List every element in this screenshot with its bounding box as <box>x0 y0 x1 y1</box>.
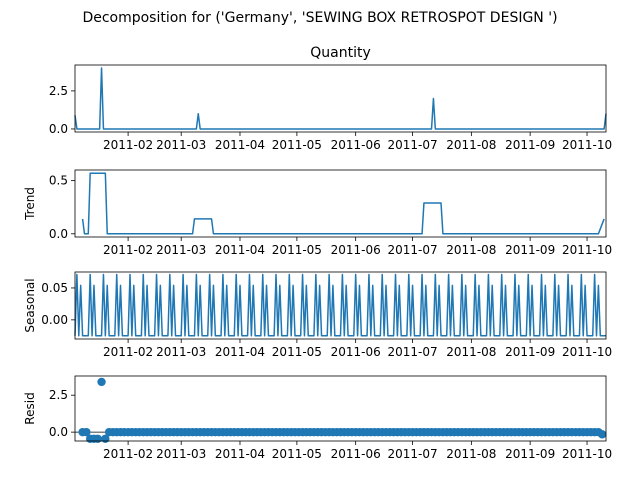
trend-xtick-label: 2011-08 <box>446 243 496 257</box>
quantity-axes-frame <box>74 64 607 133</box>
resid-point <box>82 427 91 437</box>
trend-xtick-label: 2011-09 <box>505 243 555 257</box>
quantity-xtick-label: 2011-08 <box>446 138 496 152</box>
seasonal-ytick-label: 0.00 <box>41 313 68 327</box>
trend-ylabel: Trend <box>23 187 37 221</box>
quantity-ytick-label: 0.0 <box>49 122 68 136</box>
figure-suptitle: Decomposition for ('Germany', 'SEWING BO… <box>82 10 557 26</box>
quantity-ytick-label: 2.5 <box>49 84 68 98</box>
seasonal-xtick-label: 2011-10 <box>562 345 612 359</box>
resid-point <box>93 434 102 443</box>
trend-axes-frame <box>74 169 607 238</box>
resid-point <box>598 430 607 439</box>
resid-point <box>97 377 106 387</box>
resid-xtick-label: 2011-08 <box>446 447 496 461</box>
trend-series-line <box>81 172 605 235</box>
trend-xtick-label: 2011-06 <box>331 243 381 257</box>
seasonal-xtick-label: 2011-07 <box>387 345 437 359</box>
quantity-xtick-label: 2011-04 <box>215 138 265 152</box>
trend-ytick-label: 0.0 <box>49 227 68 241</box>
quantity-xtick-label: 2011-05 <box>272 138 322 152</box>
resid-ytick-label: 2.5 <box>49 388 68 402</box>
resid-xtick-label: 2011-02 <box>103 447 153 461</box>
resid-panel: 2011-02 2011-03 2011-04 2011-05 2011-06 2011-… <box>23 375 612 461</box>
trend-xtick-label: 2011-02 <box>103 243 153 257</box>
seasonal-xtick-label: 2011-05 <box>272 345 322 359</box>
trend-xtick-label: 2011-05 <box>272 243 322 257</box>
trend-panel: 2011-02 2011-03 2011-04 2011-05 2011-06 2011-… <box>23 169 612 257</box>
trend-xtick-label: 2011-03 <box>156 243 206 257</box>
seasonal-xtick-label: 2011-04 <box>215 345 265 359</box>
seasonal-panel: 2011-02 2011-03 2011-04 2011-05 2011-06 2011-… <box>23 271 612 359</box>
quantity-xtick-label: 2011-07 <box>387 138 437 152</box>
resid-axes-frame <box>74 375 607 442</box>
resid-xtick-label: 2011-03 <box>156 447 206 461</box>
seasonal-xtick-label: 2011-03 <box>156 345 206 359</box>
resid-xtick-label: 2011-06 <box>331 447 381 461</box>
quantity-title: Quantity <box>310 45 371 61</box>
resid-xtick-label: 2011-10 <box>562 447 612 461</box>
seasonal-series-line <box>74 273 606 337</box>
resid-xtick-label: 2011-05 <box>272 447 322 461</box>
seasonal-xtick-label: 2011-02 <box>103 345 153 359</box>
subplot-panels: 2011-02 2011-03 2011-04 2011-05 2011-06 2011-… <box>23 45 612 461</box>
quantity-xtick-label: 2011-10 <box>562 138 612 152</box>
resid-ytick-label: 0.0 <box>49 425 68 439</box>
resid-xtick-label: 2011-07 <box>387 447 437 461</box>
trend-ytick-label: 0.5 <box>49 174 68 188</box>
quantity-xtick-label: 2011-06 <box>331 138 381 152</box>
seasonal-ylabel: Seasonal <box>23 278 37 332</box>
trend-xtick-label: 2011-10 <box>562 243 612 257</box>
quantity-xtick-label: 2011-03 <box>156 138 206 152</box>
seasonal-ytick-label: 0.05 <box>41 281 68 295</box>
seasonal-axes-frame <box>74 271 607 340</box>
quantity-series-line <box>74 67 607 130</box>
quantity-xtick-label: 2011-02 <box>103 138 153 152</box>
trend-xtick-label: 2011-04 <box>215 243 265 257</box>
resid-xtick-label: 2011-09 <box>505 447 555 461</box>
quantity-panel: 2011-02 2011-03 2011-04 2011-05 2011-06 2011-… <box>49 45 612 152</box>
resid-xtick-label: 2011-04 <box>215 447 265 461</box>
trend-xtick-label: 2011-07 <box>387 243 437 257</box>
seasonal-xtick-label: 2011-06 <box>331 345 381 359</box>
quantity-xtick-label: 2011-09 <box>505 138 555 152</box>
resid-ylabel: Resid <box>23 392 37 424</box>
seasonal-xtick-label: 2011-08 <box>446 345 496 359</box>
seasonal-xtick-label: 2011-09 <box>505 345 555 359</box>
